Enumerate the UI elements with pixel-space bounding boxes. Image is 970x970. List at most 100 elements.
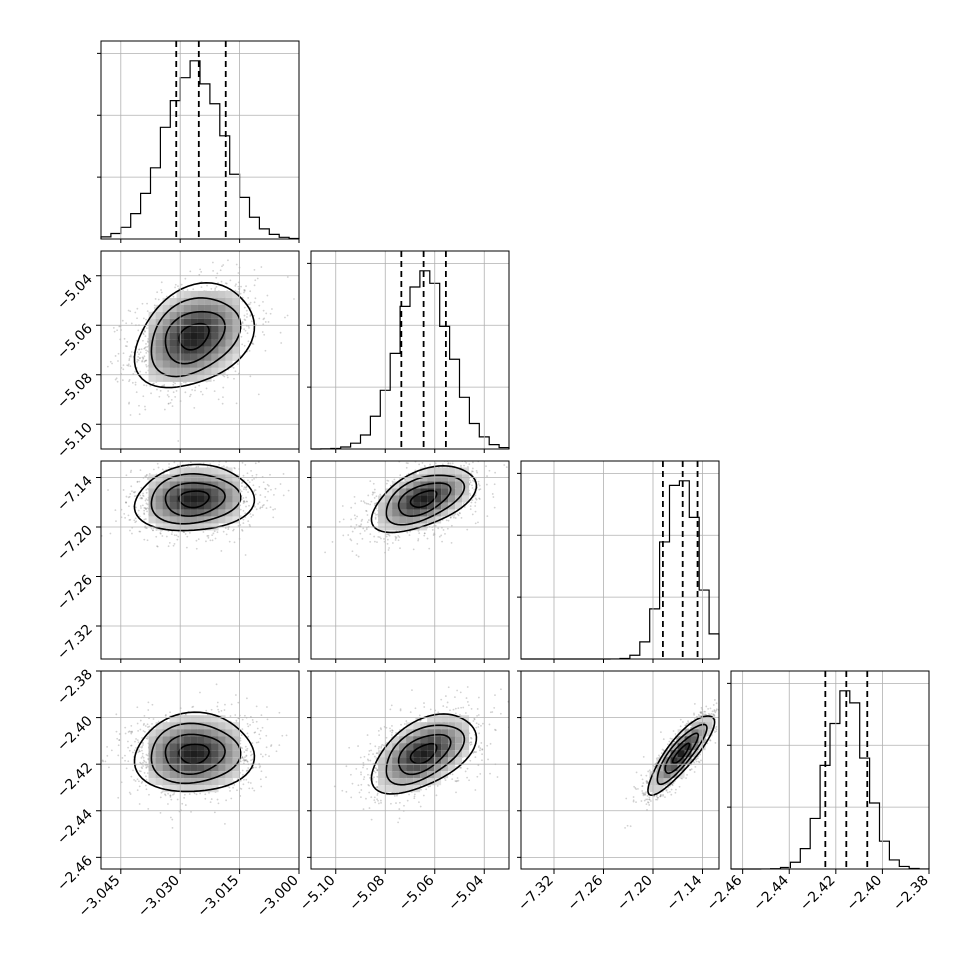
scatter-point [145,349,147,352]
scatter-point [356,542,359,545]
scatter-point [254,493,257,496]
scatter-point [127,363,130,366]
density-cell [455,474,463,482]
scatter-point [243,314,246,317]
scatter-point [491,493,494,495]
density-cell [413,516,421,524]
scatter-point [474,505,477,507]
scatter-point [128,402,130,405]
scatter-point [130,322,133,325]
scatter-point [144,330,146,332]
scatter-point [267,484,270,487]
scatter-point [429,457,431,459]
scatter-point [441,540,443,543]
scatter-point [253,314,255,317]
density-cell [225,353,233,361]
density-cell [211,311,219,319]
scatter-point [246,472,249,475]
scatter-point [239,292,242,295]
scatter-point [200,390,202,393]
scatter-point [469,508,472,511]
scatter-point [211,534,214,537]
scatter-point [254,505,256,508]
scatter-point [367,503,370,505]
scatter-point [293,298,295,300]
density-cell [162,474,170,482]
scatter-point [270,488,272,491]
scatter-point [407,462,409,465]
scatter-point [251,474,254,477]
scatter-point [350,506,353,509]
scatter-point [241,485,243,487]
scatter-point [146,510,148,513]
density-cell [427,488,435,496]
density-cell [385,488,393,496]
scatter-point [155,535,158,538]
density-cell [197,290,205,298]
scatter-point [141,504,144,507]
scatter-point [118,325,121,328]
scatter-point [143,538,146,541]
density-cell [413,488,421,496]
scatter-point [244,319,247,322]
scatter-point [144,499,147,502]
density-cell [385,495,393,503]
scatter-point [459,512,461,515]
scatter-point [207,534,210,537]
scatter-point [405,462,408,464]
scatter-point [225,461,227,463]
scatter-point [259,506,262,509]
scatter-point [142,317,145,320]
scatter-point [236,363,239,365]
contour-1 [164,310,226,365]
scatter-point [416,458,418,460]
density-cell [218,318,226,326]
scatter-point [214,537,217,540]
scatter-point [247,325,250,328]
density-cell [162,304,170,312]
scatter-point [237,272,240,274]
scatter-point [217,398,220,401]
scatter-point [148,473,151,475]
density-cell [392,495,400,503]
scatter-point [143,509,146,512]
scatter-point [163,383,166,386]
scatter-point [480,456,482,458]
scatter-point [257,502,259,505]
scatter-point [227,259,229,262]
scatter-point [129,529,131,532]
density-cell [218,325,226,333]
scatter-point [269,473,271,476]
scatter-point [386,533,389,536]
histogram-panel-2 [517,461,720,660]
scatter-point [271,308,273,310]
scatter-point [143,722,145,725]
scatter-point [456,513,459,516]
scatter-point [222,396,224,399]
density-cell [155,509,163,517]
scatter-point [287,489,290,492]
scatter-point [173,461,176,464]
scatter-point [146,310,149,313]
density-cell [455,502,463,510]
scatter-point [153,382,155,385]
scatter-point [244,464,247,466]
scatter-point [143,347,146,350]
scatter-point [460,464,462,467]
density-cell [462,474,470,482]
scatter-point [432,534,435,536]
scatter-point [233,377,235,380]
density-cell [169,360,177,368]
scatter-point [246,316,248,318]
scatter-point [130,355,132,358]
scatter-point [365,509,367,512]
density-cell [148,318,156,326]
scatter-point [244,329,247,332]
scatter-point [212,532,215,535]
scatter-point [221,265,223,268]
scatter-point [109,360,112,363]
scatter-point [465,462,468,464]
scatter-point [222,386,225,389]
scatter-point [234,446,236,448]
scatter-point [199,268,202,271]
